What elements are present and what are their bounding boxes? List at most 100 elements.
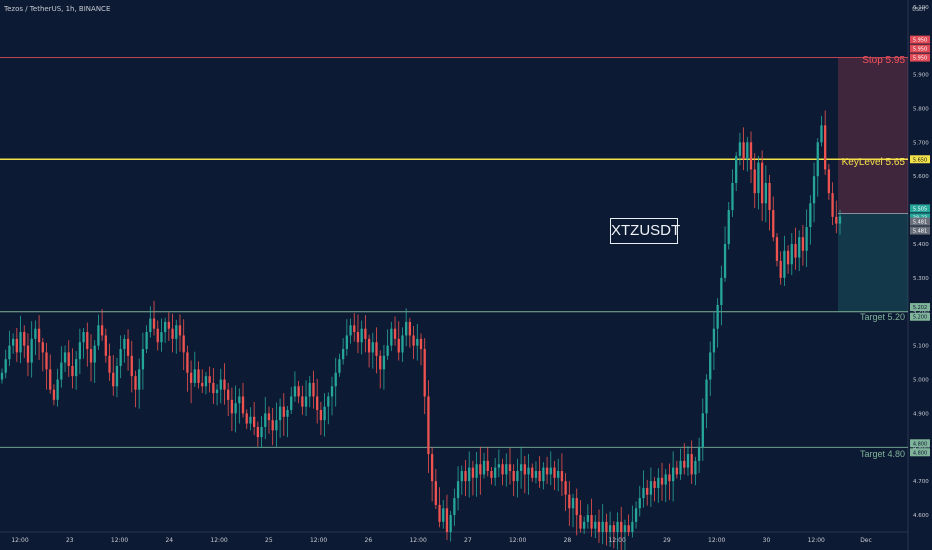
candle-body [586, 515, 590, 522]
candle-body [468, 467, 471, 482]
candle-body [816, 142, 819, 177]
candle-body [671, 467, 675, 482]
candle-body [753, 169, 756, 194]
candle-body [349, 325, 352, 336]
candle-body [783, 250, 786, 278]
y-tick-label: 5.100 [913, 344, 929, 350]
target2-price-tag-2-bg [910, 448, 930, 457]
candle-body [138, 369, 141, 390]
candle-body [275, 420, 278, 431]
y-tick-label: 4.600 [913, 513, 929, 519]
candle-body [345, 335, 348, 350]
candle-body [341, 349, 345, 360]
candle-body [705, 379, 708, 414]
candle-body [831, 193, 834, 217]
candle-body [34, 328, 37, 339]
candle-body [171, 328, 174, 339]
candle-body [52, 389, 56, 400]
candle-body [438, 504, 441, 522]
candle-body [460, 471, 463, 482]
y-tick-label: 6.100 [913, 5, 929, 11]
candle-body [412, 335, 415, 346]
countdown-tag-bg [910, 213, 930, 222]
x-tick-label: 12:00 [310, 537, 327, 544]
candle-body [486, 460, 489, 472]
candle-body [338, 359, 341, 373]
candle-body [634, 508, 638, 522]
target2-annotation: Target 4.80 [859, 449, 905, 459]
x-tick-label: 12:00 [708, 537, 725, 544]
candle-body [508, 464, 512, 472]
candle-body [798, 237, 801, 258]
x-tick-label: 28 [564, 537, 572, 544]
candle-body [442, 508, 445, 522]
candle-body [175, 325, 178, 339]
candle-body [627, 525, 630, 532]
x-tick-label: Dec [860, 537, 872, 544]
candle-body [664, 474, 667, 485]
candle-body [149, 318, 152, 333]
candle-body [145, 332, 148, 350]
candle-body [616, 521, 619, 532]
stop-zone [838, 57, 908, 214]
candle-body [683, 460, 686, 468]
x-tick-label: 12:00 [210, 537, 227, 544]
candle-body [41, 342, 44, 353]
target1-annotation: Target 5.20 [859, 312, 905, 322]
candle-body [167, 321, 171, 329]
x-tick-label: 29 [663, 537, 671, 544]
candle-body [824, 125, 827, 170]
candle-body [471, 467, 475, 478]
candle-body [30, 338, 33, 363]
candle-body [620, 521, 623, 532]
y-tick-label: 4.700 [913, 479, 929, 485]
stop-annotation: Stop 5.95 [862, 55, 905, 66]
candle-body [490, 471, 493, 478]
candle-body [453, 498, 456, 516]
candle-body [735, 155, 738, 183]
candle-body [126, 338, 130, 356]
candle-body [646, 487, 649, 495]
keylevel-annotation: KeyLevel 5.65 [841, 157, 905, 168]
candle-body [379, 355, 382, 370]
candle-body [201, 382, 204, 387]
y-tick-label: 4.900 [913, 411, 929, 417]
candle-body [390, 328, 393, 346]
candle-body [212, 382, 215, 394]
candle-body [694, 460, 697, 475]
candle-body [37, 328, 41, 343]
candle-body [197, 369, 200, 383]
candle-body [134, 376, 137, 390]
x-tick-label: 27 [464, 537, 472, 544]
candle-body [271, 420, 274, 431]
x-tick-label: 12:00 [409, 537, 426, 544]
candle-body [720, 277, 723, 305]
candle-body [835, 216, 838, 224]
candle-body [123, 338, 126, 350]
candle-body [809, 203, 812, 228]
x-tick-label: 12:00 [609, 537, 626, 544]
candle-body [19, 332, 22, 353]
candle-body [790, 243, 793, 265]
candle-body [356, 332, 360, 343]
candle-body [160, 332, 163, 343]
entry-price-tag-2: 5.481 [913, 229, 927, 235]
candle-body [375, 342, 378, 356]
candle-body [223, 379, 226, 390]
candle-body [78, 342, 82, 360]
y-tick-label: 5.300 [913, 276, 929, 282]
candle-body [575, 498, 578, 516]
candle-body [419, 338, 423, 350]
candle-body [152, 318, 156, 329]
y-tick-label: 5.600 [913, 174, 929, 180]
candle-body [534, 471, 538, 478]
x-tick-label: 12:00 [11, 537, 28, 544]
candle-body [238, 396, 241, 404]
target-zone [838, 213, 908, 312]
candle-body [408, 321, 412, 336]
candle-body [323, 406, 326, 421]
y-tick-label: 5.900 [913, 73, 929, 79]
candle-body [49, 369, 52, 390]
x-tick-label: 25 [265, 537, 273, 544]
